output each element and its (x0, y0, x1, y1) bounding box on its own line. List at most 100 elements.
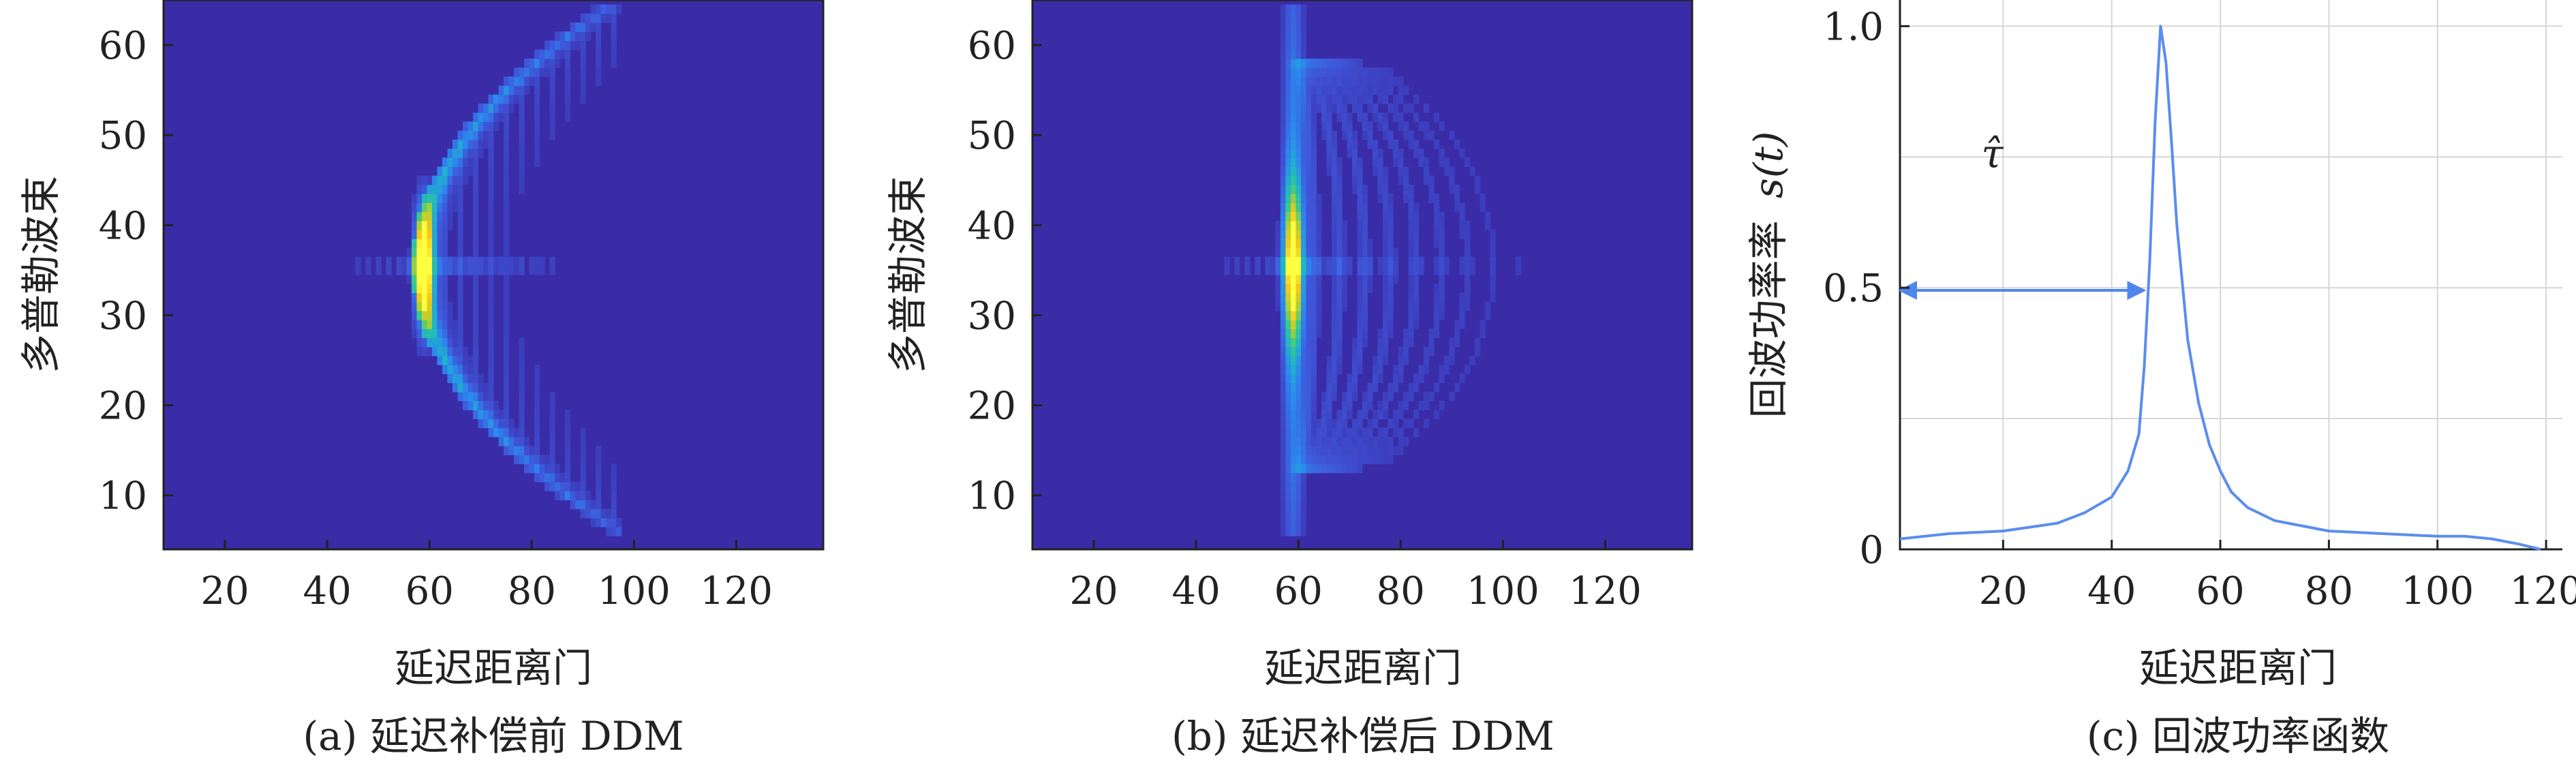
heatmap-cell (442, 355, 448, 365)
heatmap-cell (504, 410, 510, 420)
heatmap-cell (427, 175, 433, 185)
heatmap-cell (1285, 211, 1291, 222)
heatmap-cell (1373, 410, 1379, 420)
heatmap-cell (559, 31, 566, 42)
heatmap-cell (534, 157, 540, 168)
heatmap-cell (1290, 355, 1297, 365)
heatmap-cell (1439, 374, 1445, 384)
heatmap-cell (488, 284, 494, 294)
heatmap-cell (452, 374, 459, 384)
heatmap-cell (555, 472, 561, 483)
heatmap-cell (1413, 301, 1420, 311)
heatmap-cell (1367, 418, 1373, 429)
heatmap-cell (411, 301, 418, 311)
heatmap-cell (488, 400, 494, 410)
heatmap-cell (1310, 365, 1317, 374)
heatmap-cell (1285, 472, 1291, 483)
heatmap-cell (1387, 310, 1394, 320)
heatmap-cell (1331, 256, 1338, 266)
heatmap-cell (1316, 463, 1322, 474)
heatmap-cell (545, 58, 551, 68)
heatmap-cell (1321, 265, 1328, 275)
heatmap-cell (1326, 455, 1332, 465)
heatmap-cell (488, 139, 494, 149)
heatmap-cell (1306, 427, 1312, 438)
heatmap-cell (596, 500, 602, 510)
heatmap-cell (1310, 410, 1317, 420)
heatmap-cell (1377, 157, 1383, 168)
heatmap-cell (1383, 67, 1389, 77)
heatmap-cell (447, 175, 453, 185)
heatmap-cell (437, 229, 443, 239)
heatmap-cell (421, 275, 428, 284)
heatmap-cell (472, 320, 479, 329)
heatmap-cell (1306, 184, 1312, 194)
heatmap-cell (1367, 239, 1373, 248)
heatmap-cell (421, 175, 428, 185)
heatmap-cell (431, 275, 438, 284)
heatmap-cell (1310, 166, 1317, 177)
heatmap-cell (611, 500, 617, 510)
heatmap-cell (504, 374, 510, 384)
heatmap-cell (1336, 365, 1343, 374)
heatmap-cell (1285, 346, 1291, 356)
heatmap-cell (596, 491, 602, 500)
heatmap-cell (457, 310, 463, 320)
heatmap-cell (1321, 67, 1328, 77)
heatmap-cell (1357, 301, 1363, 311)
heatmap-cell (416, 175, 423, 185)
heatmap-cell (1280, 247, 1287, 258)
heatmap-cell (585, 491, 592, 500)
heatmap-cell (1341, 103, 1348, 113)
heatmap-cell (1387, 220, 1394, 230)
heatmap-cell (1362, 211, 1368, 222)
heatmap-cell (442, 365, 448, 374)
heatmap-cell (1306, 256, 1312, 266)
heatmap-cell (467, 121, 474, 132)
heatmap-cell (482, 391, 489, 401)
heatmap-cell (1300, 400, 1307, 410)
heatmap-cell (534, 418, 540, 429)
heatmap-cell (580, 94, 586, 104)
heatmap-cell (1310, 337, 1317, 348)
heatmap-cell (545, 463, 551, 474)
heatmap-cell (1300, 76, 1307, 87)
heatmap-cell (1290, 472, 1297, 483)
heatmap-cell (1280, 4, 1287, 14)
heatmap-cell (467, 355, 474, 365)
heatmap-cell (565, 40, 571, 50)
heatmap-cell (565, 112, 571, 122)
heatmap-cell (1459, 211, 1465, 222)
heatmap-cell (565, 418, 571, 429)
heatmap-cell (1341, 284, 1348, 294)
heatmap-cell (529, 58, 535, 68)
heatmap-cell (1280, 76, 1287, 87)
heatmap-cell (1347, 76, 1353, 87)
heatmap-cell (442, 310, 448, 320)
heatmap-cell (1280, 292, 1287, 303)
heatmap-cell (1321, 76, 1328, 87)
heatmap-cell (427, 256, 433, 266)
heatmap-cell (524, 67, 530, 77)
heatmap-cell (611, 58, 617, 68)
heatmap-cell (519, 446, 525, 455)
heatmap-cell (488, 130, 494, 140)
heatmap-cell (1290, 194, 1297, 203)
heatmap-cell (508, 103, 515, 113)
heatmap-cell (1387, 446, 1394, 455)
heatmap-cell (1357, 310, 1363, 320)
heatmap-cell (478, 374, 484, 384)
heatmap-cell (1285, 76, 1291, 87)
heatmap-cell (1413, 202, 1420, 213)
heatmap-cell (1326, 446, 1332, 455)
heatmap-cell (482, 382, 489, 393)
heatmap-cell (1316, 256, 1322, 266)
heatmap-cell (1306, 382, 1312, 393)
heatmap-cell (580, 481, 586, 491)
heatmap-cell (580, 446, 586, 455)
heatmap-cell (549, 455, 555, 465)
heatmap-cell (1357, 67, 1363, 77)
heatmap-cell (1403, 400, 1409, 410)
heatmap-cell (1285, 67, 1291, 77)
